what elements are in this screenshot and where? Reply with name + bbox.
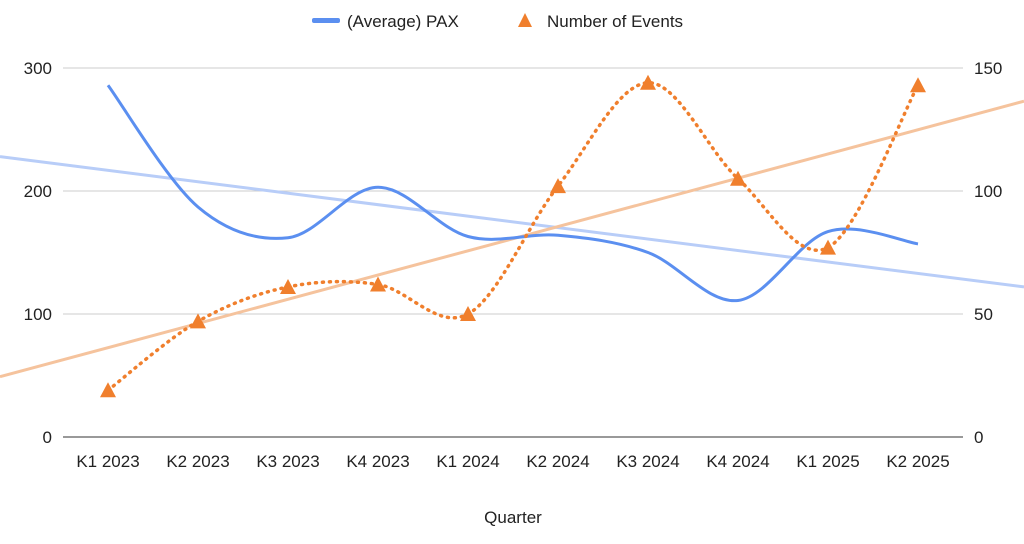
x-tick-label: K2 2025	[886, 452, 949, 471]
events-point-marker	[370, 276, 386, 292]
events-point-marker	[820, 239, 836, 255]
right-tick-label: 50	[974, 305, 993, 324]
x-tick-label: K2 2023	[166, 452, 229, 471]
x-tick-label: K1 2024	[436, 452, 499, 471]
left-tick-label: 200	[24, 182, 52, 201]
legend-label-events: Number of Events	[547, 12, 683, 31]
x-tick-label: K3 2024	[616, 452, 679, 471]
events-point-marker	[640, 74, 656, 90]
pax-line	[106, 84, 919, 302]
events-point-marker	[910, 77, 926, 93]
events-point-marker	[280, 278, 296, 294]
x-tick-label: K4 2023	[346, 452, 409, 471]
x-tick-label: K2 2024	[526, 452, 589, 471]
right-tick-label: 0	[974, 428, 983, 447]
x-tick-label: K1 2023	[76, 452, 139, 471]
x-tick-label: K4 2024	[706, 452, 769, 471]
events-point-marker	[100, 382, 116, 398]
pax-trendline	[0, 155, 1024, 289]
events-point-marker	[460, 306, 476, 321]
events-point-marker	[550, 178, 566, 194]
x-axis-title: Quarter	[484, 508, 542, 527]
events-line	[106, 81, 920, 393]
left-tick-label: 0	[43, 428, 52, 447]
events-point-marker	[190, 313, 206, 329]
legend-swatch-events	[518, 13, 532, 27]
legend-swatch-pax	[312, 18, 340, 23]
events-point-marker	[730, 170, 746, 186]
x-tick-label: K3 2023	[256, 452, 319, 471]
left-tick-label: 100	[24, 305, 52, 324]
x-tick-label: K1 2025	[796, 452, 859, 471]
right-tick-label: 150	[974, 59, 1002, 78]
legend-label-pax: (Average) PAX	[347, 12, 459, 31]
right-tick-label: 100	[974, 182, 1002, 201]
left-tick-label: 300	[24, 59, 52, 78]
legend: (Average) PAX Number of Events	[312, 12, 683, 31]
